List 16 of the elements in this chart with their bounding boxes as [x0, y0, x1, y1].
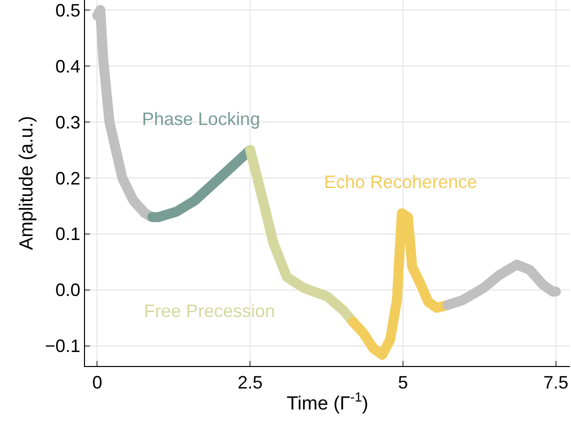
- y-tick-label: 0.0: [55, 280, 80, 300]
- y-axis-title: Amplitude (a.u.): [16, 116, 38, 250]
- y-tick-label: 0.5: [55, 0, 80, 20]
- series-label: Phase Locking: [142, 109, 260, 129]
- y-tick-label: 0.2: [55, 168, 80, 188]
- y-tick-label: 0.3: [55, 112, 80, 132]
- x-tick-label: 5: [398, 372, 408, 393]
- x-tick-label: 0: [92, 372, 102, 393]
- x-tick-label: 7.5: [543, 372, 568, 393]
- y-tick-label: 0.1: [55, 224, 80, 244]
- x-axis-title: Time (Γ$^{-1}$): [286, 389, 368, 414]
- x-tick-label: 2.5: [238, 372, 263, 393]
- series-label: Free Precession: [144, 301, 276, 321]
- y-tick-label: −0.1: [44, 336, 80, 356]
- y-tick-label: 0.4: [55, 56, 80, 76]
- series-label: Echo Recoherence: [324, 172, 478, 192]
